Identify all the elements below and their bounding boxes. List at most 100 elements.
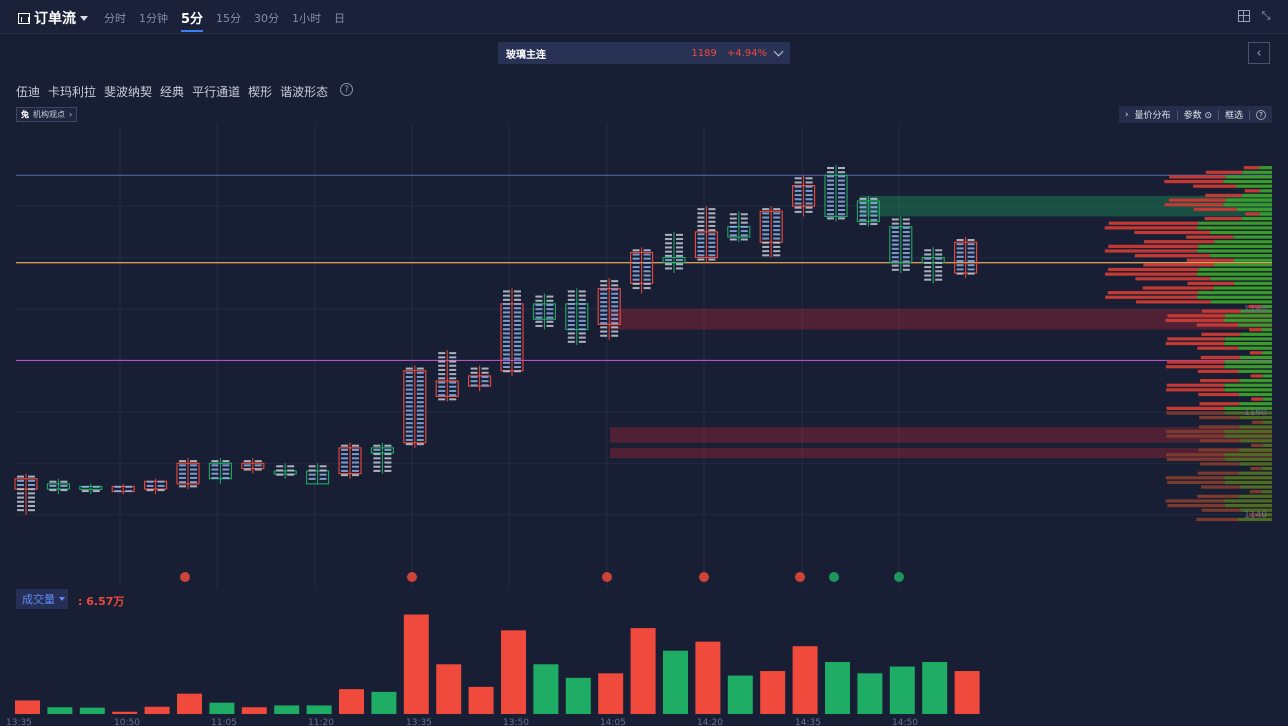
profile-bar-sell: [1164, 203, 1224, 207]
drawing-tool-1[interactable]: 卡玛利拉: [48, 85, 97, 99]
volume-profile-button[interactable]: 量价分布: [1134, 111, 1171, 121]
candle-body[interactable]: [338, 447, 362, 475]
profile-bar-buy: [1238, 471, 1272, 475]
signal-marker-icon[interactable]: [894, 572, 904, 582]
layout-grid-icon[interactable]: [1238, 10, 1250, 22]
footprint-cell: [611, 288, 619, 291]
app-title[interactable]: 订单流: [18, 8, 88, 28]
candle-body[interactable]: [856, 200, 880, 223]
footprint-cell: [341, 469, 348, 472]
footprint-cell: [665, 263, 672, 266]
candle-body[interactable]: [306, 470, 330, 485]
help-icon[interactable]: ?: [1256, 109, 1266, 120]
volume-bar: [144, 706, 170, 714]
signal-marker-icon[interactable]: [180, 572, 190, 582]
order-flow-chart[interactable]: 1180 1160 1140: [0, 125, 1288, 587]
tab-period-2[interactable]: 5分: [181, 8, 204, 32]
tab-period-6[interactable]: 日: [334, 12, 346, 25]
candle-body[interactable]: [727, 226, 751, 238]
candle-body[interactable]: [111, 485, 135, 493]
footprint-cell: [17, 479, 24, 482]
signal-marker-icon[interactable]: [699, 572, 709, 582]
candle-body[interactable]: [144, 480, 168, 490]
footprint-cell: [729, 238, 737, 241]
candle-body[interactable]: [176, 462, 200, 485]
signal-marker-icon[interactable]: [795, 572, 805, 582]
footprint-cell: [935, 261, 943, 264]
candle-body[interactable]: [500, 303, 524, 372]
drawing-tool-4[interactable]: 平行通道: [192, 85, 241, 99]
candle-body[interactable]: [532, 303, 556, 320]
drawing-tool-3[interactable]: 经典: [160, 85, 185, 99]
footprint-cell: [146, 484, 154, 487]
candle-body[interactable]: [435, 380, 459, 397]
footprint-cell: [438, 364, 446, 367]
candle-body[interactable]: [921, 257, 945, 264]
tab-period-1[interactable]: 1分钟: [139, 12, 168, 25]
candle-body[interactable]: [824, 174, 848, 217]
footprint-cell: [891, 239, 899, 242]
tab-period-0[interactable]: 分时: [104, 12, 126, 25]
footprint-cell: [773, 241, 781, 244]
candle-body[interactable]: [954, 241, 978, 274]
signal-marker-icon[interactable]: [829, 572, 839, 582]
footprint-cell: [514, 319, 521, 322]
candle-body[interactable]: [46, 483, 70, 490]
drawing-tool-6[interactable]: 谐波形态: [280, 85, 329, 99]
params-button[interactable]: 参数 ⊙: [1183, 111, 1212, 121]
candle-body[interactable]: [273, 470, 297, 475]
footprint-cell: [470, 375, 478, 378]
institution-view-button[interactable]: 兔 机构观点 ›: [16, 107, 78, 122]
collapse-icon[interactable]: ⤡: [1261, 9, 1271, 22]
signal-marker-icon[interactable]: [602, 572, 612, 582]
volume-chart[interactable]: 13:35 10:50 11:05 11:20 13:35 13:50 14:05 14:20…: [0, 608, 1288, 726]
tab-period-5[interactable]: 1小时: [292, 12, 322, 25]
footprint-cell: [794, 194, 802, 197]
footprint-cell: [438, 389, 446, 392]
drawing-tool-2[interactable]: 斐波纳契: [104, 85, 153, 99]
footprint-cell: [405, 375, 413, 378]
footprint-cell: [179, 464, 186, 467]
drawing-tool-0[interactable]: 伍迪: [16, 85, 41, 99]
drawing-tool-5[interactable]: 楔形: [248, 85, 273, 99]
candle-body[interactable]: [759, 210, 783, 243]
profile-bar-buy: [1259, 212, 1272, 216]
candle-body[interactable]: [662, 257, 686, 264]
side-panel-toggle-button[interactable]: ‹: [1248, 42, 1270, 64]
tab-period-3[interactable]: 15分: [216, 12, 242, 25]
symbol-selector[interactable]: 玻璃主连 1189 +4.94%: [498, 42, 790, 64]
candle-body[interactable]: [14, 478, 38, 490]
candle-body[interactable]: [565, 303, 589, 331]
candle-body[interactable]: [630, 251, 654, 284]
candle-body[interactable]: [792, 185, 816, 207]
candle-body[interactable]: [468, 375, 492, 387]
tab-period-4[interactable]: 30分: [254, 12, 280, 25]
footprint-cell: [838, 183, 845, 186]
price-axis-label: 1140: [1244, 511, 1267, 521]
footprint-cell: [190, 481, 197, 484]
footprint-cell: [611, 322, 619, 325]
footprint-cell: [438, 373, 446, 376]
volume-indicator-selector[interactable]: 成交量: [16, 589, 68, 609]
candle-body[interactable]: [597, 287, 621, 325]
footprint-cell: [352, 448, 359, 451]
footprint-cell: [600, 284, 608, 287]
footprint-cell: [697, 233, 705, 236]
footprint-cell: [859, 223, 867, 226]
candle-body[interactable]: [79, 485, 103, 490]
candle-body[interactable]: [889, 226, 913, 264]
rabbit-logo-icon: 兔: [21, 110, 29, 119]
footprint-cell: [211, 460, 219, 463]
help-icon[interactable]: ?: [340, 83, 354, 96]
candle-body[interactable]: [241, 462, 265, 469]
signal-marker-icon[interactable]: [407, 572, 417, 582]
candle-body[interactable]: [694, 231, 718, 259]
candle-body[interactable]: [208, 462, 232, 480]
footprint-cell: [967, 264, 975, 267]
box-select-button[interactable]: 框选: [1224, 111, 1243, 121]
footprint-cell: [902, 252, 910, 255]
caret-down-icon: [80, 15, 88, 21]
footprint-cell: [373, 453, 381, 456]
candle-body[interactable]: [403, 370, 427, 444]
candle-body[interactable]: [370, 447, 394, 454]
